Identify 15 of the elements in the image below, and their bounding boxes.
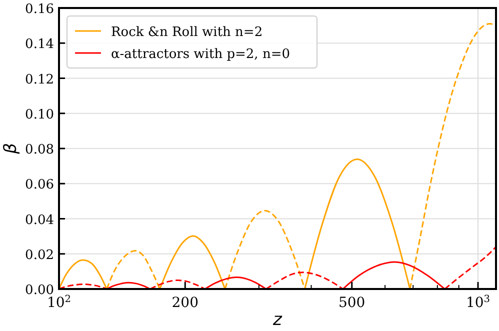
y-tick-label: 0.02 xyxy=(25,248,54,263)
x-tick-label: 10$^{3}$ xyxy=(466,294,490,311)
y-tick-label: 0.12 xyxy=(25,72,54,88)
x-tick-label: 200 xyxy=(172,295,198,311)
y-tick-label: 0.08 xyxy=(25,142,54,158)
x-tick-label: 500 xyxy=(338,295,366,311)
y-axis-title: β xyxy=(1,142,21,155)
x-axis-title: z xyxy=(272,310,284,330)
y-tick-label: 0.16 xyxy=(25,2,54,17)
y-tick-label: 0.14 xyxy=(25,37,54,52)
y-tick-label: 0.10 xyxy=(25,107,54,122)
y-tick-label: 0.06 xyxy=(25,178,54,193)
legend-label: α-attractors with p=2, n=0 xyxy=(111,47,290,62)
y-tick-label: 0.04 xyxy=(25,212,54,228)
legend-label: Rock &n Roll with n=2 xyxy=(111,25,263,40)
